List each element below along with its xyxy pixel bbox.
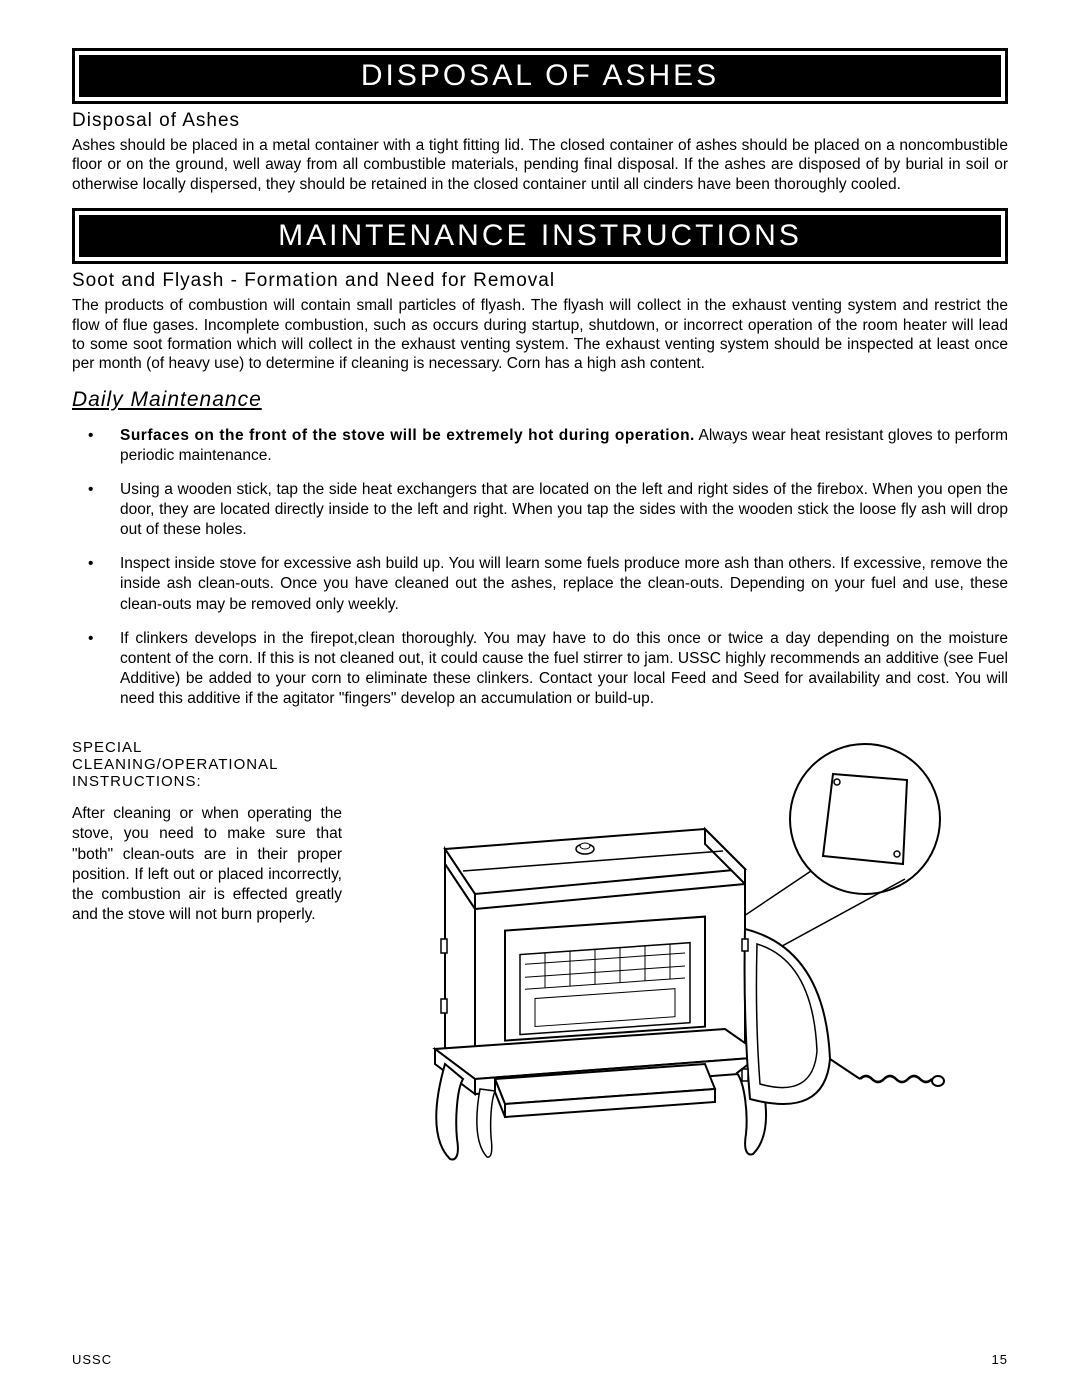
bullet-1-bold: Surfaces on the front of the stove will … — [120, 427, 695, 444]
bullet-4: If clinkers develops in the firepot,clea… — [72, 629, 1008, 710]
para-soot: The products of combustion will contain … — [72, 296, 1008, 374]
footer-left: USSC — [72, 1352, 112, 1367]
banner-maintenance: MAINTENANCE INSTRUCTIONS — [72, 208, 1008, 264]
bullet-2: Using a wooden stick, tap the side heat … — [72, 480, 1008, 540]
special-body: After cleaning or when operating the sto… — [72, 804, 342, 925]
bullet-1: Surfaces on the front of the stove will … — [72, 426, 1008, 466]
special-instructions-col: SPECIAL CLEANING/OPERATIONAL INSTRUCTION… — [72, 739, 342, 1179]
bullet-3: Inspect inside stove for excessive ash b… — [72, 554, 1008, 614]
subhead-soot: Soot and Flyash - Formation and Need for… — [72, 270, 1008, 292]
banner-maintenance-text: MAINTENANCE INSTRUCTIONS — [79, 215, 1001, 257]
page-footer: USSC 15 — [72, 1352, 1008, 1367]
special-head: SPECIAL CLEANING/OPERATIONAL INSTRUCTION… — [72, 739, 342, 790]
footer-right: 15 — [992, 1352, 1008, 1367]
stove-diagram — [362, 739, 1008, 1179]
para-disposal: Ashes should be placed in a metal contai… — [72, 136, 1008, 194]
subhead-disposal: Disposal of Ashes — [72, 110, 1008, 132]
heading-daily-maintenance: Daily Maintenance — [72, 388, 1008, 412]
banner-disposal-text: DISPOSAL OF ASHES — [79, 55, 1001, 97]
banner-disposal: DISPOSAL OF ASHES — [72, 48, 1008, 104]
stove-svg — [362, 739, 1008, 1179]
bullet-list: Surfaces on the front of the stove will … — [72, 426, 1008, 710]
lower-block: SPECIAL CLEANING/OPERATIONAL INSTRUCTION… — [72, 739, 1008, 1179]
